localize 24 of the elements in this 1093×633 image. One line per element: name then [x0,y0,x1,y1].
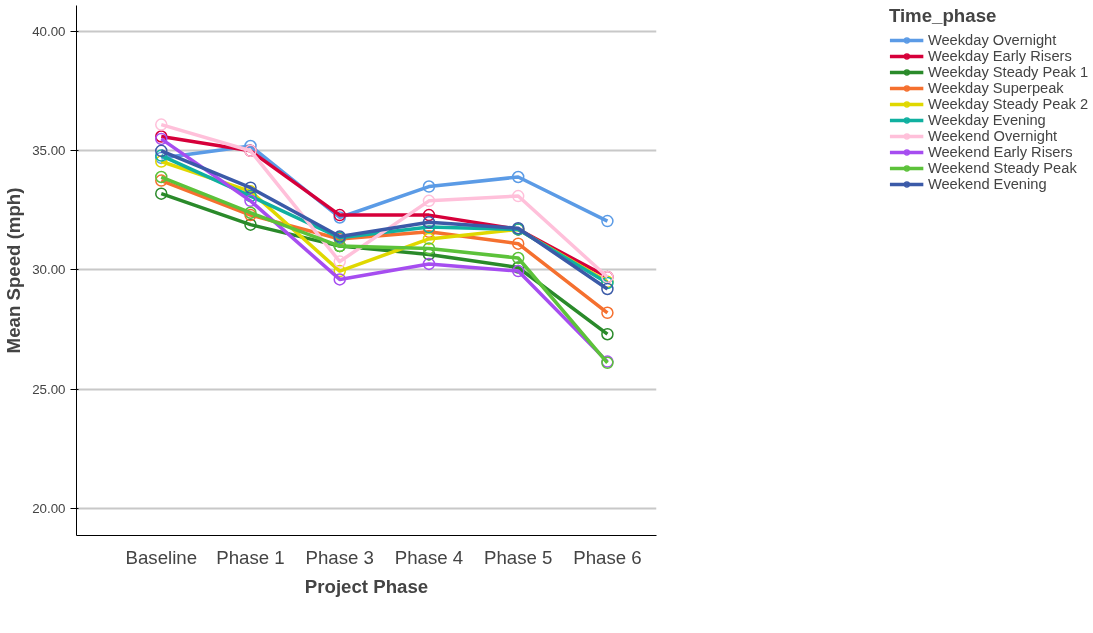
y-tick-label: 25.00 [32,381,66,397]
legend-label: Weekday Steady Peak 2 [927,96,1089,112]
x-axis-title: Project Phase [304,575,429,597]
legend-label: Weekend Overnight [927,128,1058,144]
legend-label: Weekday Steady Peak 1 [927,64,1089,80]
y-tick-label: 40.00 [32,24,66,40]
y-tick-label: 35.00 [32,143,66,159]
x-tick-label: Phase 5 [483,546,553,568]
legend-label: Weekend Evening [927,176,1047,192]
x-tick-label: Baseline [125,546,198,568]
legend-label: Weekday Overnight [927,32,1057,48]
y-axis-title: Mean Speed (mph) [3,187,25,354]
legend-label: Weekend Early Risers [927,144,1073,160]
legend-label: Weekday Early Risers [927,48,1072,64]
legend-label: Weekday Superpeak [927,80,1064,96]
legend-title: Time_phase [888,5,998,27]
y-tick-label: 20.00 [32,500,66,516]
x-tick-label: Phase 6 [573,546,642,568]
y-tick-label: 30.00 [32,262,66,278]
legend-label: Weekend Steady Peak [927,160,1077,176]
legend-label: Weekday Evening [927,112,1046,128]
x-tick-label: Phase 1 [216,546,285,568]
x-tick-label: Phase 4 [394,546,464,568]
x-tick-label: Phase 3 [305,546,374,568]
